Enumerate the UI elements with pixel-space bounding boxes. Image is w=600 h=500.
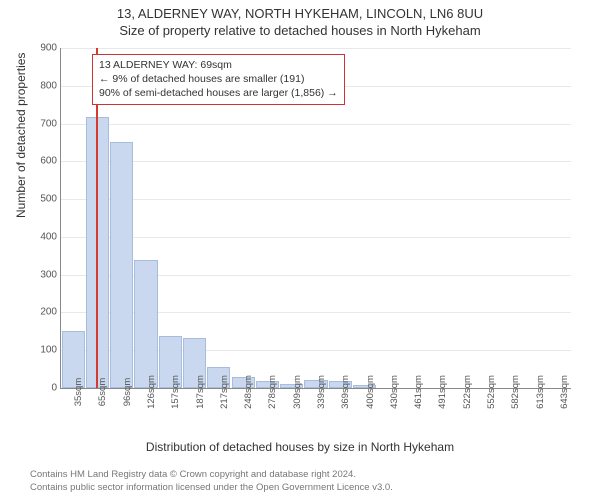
title-line-2: Size of property relative to detached ho… <box>0 21 600 38</box>
x-tick-label: 126sqm <box>146 375 157 409</box>
x-tick-label: 96sqm <box>122 378 133 407</box>
x-tick-label: 369sqm <box>340 375 351 409</box>
x-tick-label: 278sqm <box>267 375 278 409</box>
x-tick-label: 582sqm <box>510 375 521 409</box>
x-tick-label: 65sqm <box>97 378 108 407</box>
y-tick-label: 300 <box>40 269 57 280</box>
credits-line-1: Contains HM Land Registry data © Crown c… <box>30 469 393 481</box>
x-tick-label: 491sqm <box>437 375 448 409</box>
y-axis-label: Number of detached properties <box>14 53 28 218</box>
x-tick-label: 522sqm <box>462 375 473 409</box>
annotation-line-1: 13 ALDERNEY WAY: 69sqm <box>99 58 338 72</box>
gridline <box>61 237 571 238</box>
x-axis-label: Distribution of detached houses by size … <box>0 440 600 454</box>
gridline <box>61 161 571 162</box>
histogram-bar <box>110 142 133 388</box>
histogram-bar <box>134 260 157 388</box>
x-tick-label: 613sqm <box>535 375 546 409</box>
annotation-line-2: ← 9% of detached houses are smaller (191… <box>99 72 338 86</box>
y-tick-label: 400 <box>40 231 57 242</box>
credits-line-2: Contains public sector information licen… <box>30 482 393 494</box>
x-tick-label: 339sqm <box>316 375 327 409</box>
y-tick-label: 800 <box>40 80 57 91</box>
gridline <box>61 199 571 200</box>
x-tick-label: 643sqm <box>559 375 570 409</box>
chart-container: 13, ALDERNEY WAY, NORTH HYKEHAM, LINCOLN… <box>0 0 600 500</box>
annotation-line-3: 90% of semi-detached houses are larger (… <box>99 86 338 100</box>
y-tick-label: 700 <box>40 118 57 129</box>
x-tick-label: 430sqm <box>389 375 400 409</box>
y-tick-label: 0 <box>51 383 57 394</box>
x-tick-label: 217sqm <box>219 375 230 409</box>
y-tick-label: 900 <box>40 43 57 54</box>
x-tick-label: 400sqm <box>365 375 376 409</box>
gridline <box>61 124 571 125</box>
x-tick-label: 461sqm <box>413 375 424 409</box>
annotation-box: 13 ALDERNEY WAY: 69sqm ← 9% of detached … <box>92 54 345 105</box>
credits: Contains HM Land Registry data © Crown c… <box>30 469 393 494</box>
x-tick-label: 157sqm <box>170 375 181 409</box>
y-tick-label: 200 <box>40 307 57 318</box>
y-tick-label: 100 <box>40 345 57 356</box>
y-tick-label: 600 <box>40 156 57 167</box>
x-tick-label: 35sqm <box>73 378 84 407</box>
x-tick-label: 309sqm <box>292 375 303 409</box>
y-tick-label: 500 <box>40 194 57 205</box>
title-line-1: 13, ALDERNEY WAY, NORTH HYKEHAM, LINCOLN… <box>0 0 600 21</box>
chart-area: 010020030040050060070080090035sqm65sqm96… <box>60 48 570 388</box>
gridline <box>61 48 571 49</box>
x-tick-label: 187sqm <box>195 375 206 409</box>
x-tick-label: 248sqm <box>243 375 254 409</box>
x-tick-label: 552sqm <box>486 375 497 409</box>
